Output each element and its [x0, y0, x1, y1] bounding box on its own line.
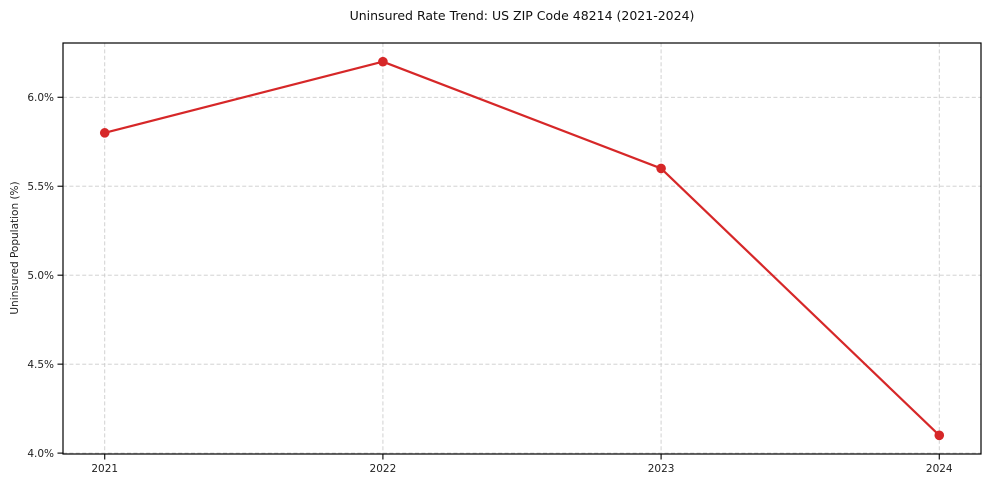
x-tick-label: 2022 [370, 463, 397, 475]
data-point [934, 430, 945, 441]
y-tick-label: 5.5% [27, 181, 54, 193]
x-tick-label: 2021 [91, 463, 118, 475]
chart-title: Uninsured Rate Trend: US ZIP Code 48214 … [349, 8, 695, 23]
y-tick-label: 6.0% [27, 92, 54, 104]
data-point [99, 128, 110, 138]
x-tick-label: 2024 [926, 463, 953, 475]
x-tick-label: 2023 [648, 463, 675, 475]
y-tick-label: 5.0% [27, 270, 54, 282]
y-tick-label: 4.0% [27, 448, 54, 460]
plot-border [62, 42, 982, 455]
y-tick-label: 4.5% [27, 359, 54, 371]
data-point [378, 56, 388, 67]
trend-line [103, 60, 941, 437]
data-point [656, 163, 666, 174]
y-axis-label: Uninsured Population (%) [9, 181, 21, 315]
